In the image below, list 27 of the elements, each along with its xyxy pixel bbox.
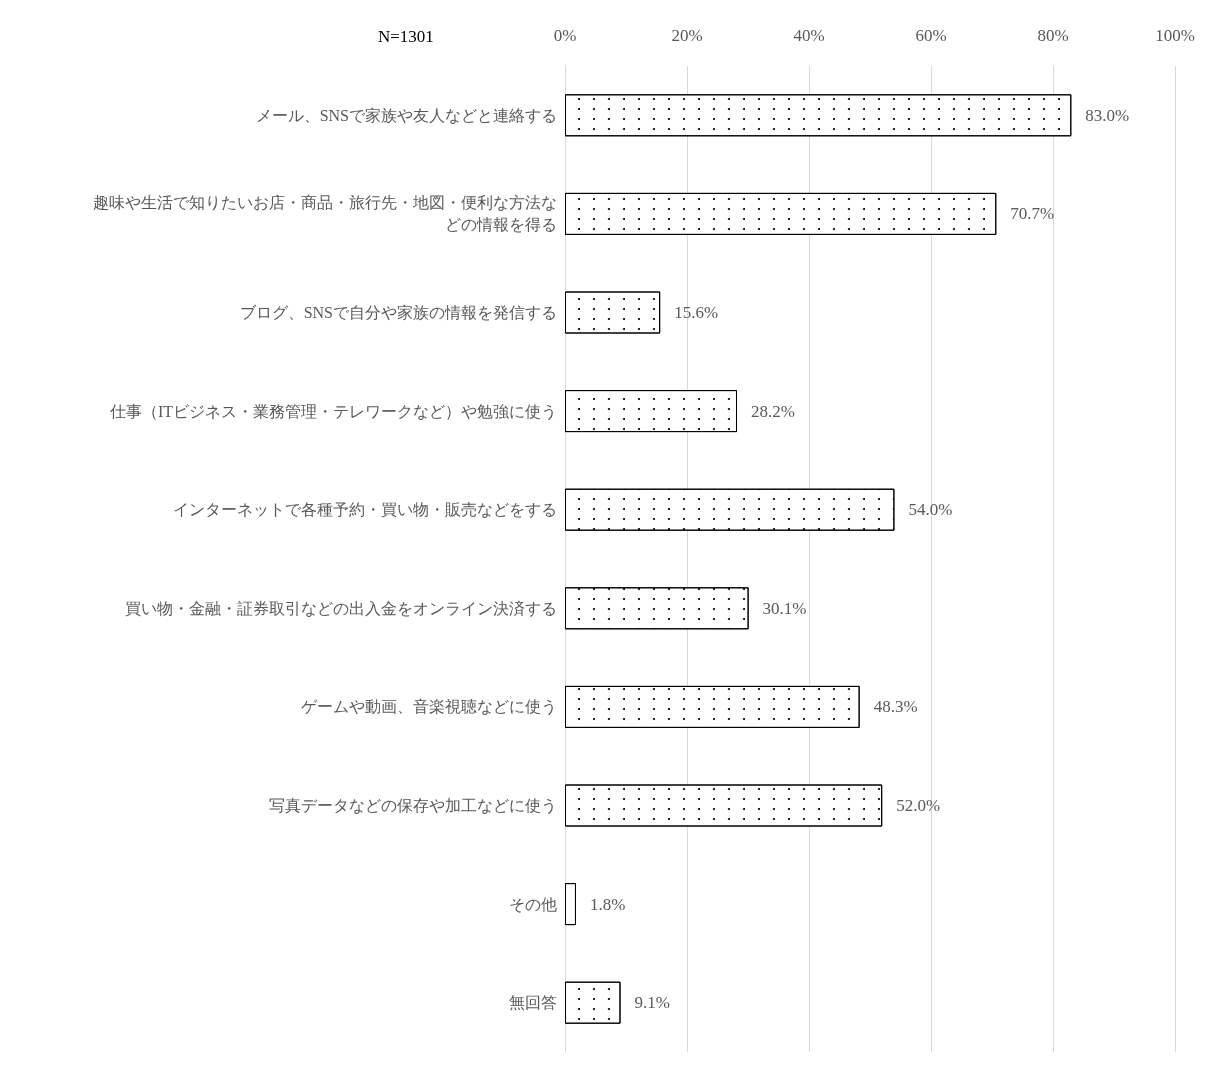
x-tick-label: 0% <box>553 26 577 45</box>
x-tick-label: 100% <box>1155 26 1195 45</box>
y-tick-label: ゲームや動画、音楽視聴などに使う <box>301 698 557 717</box>
y-tick-label: 仕事（ITビジネス・業務管理・テレワークなど）や勉強に使う <box>108 402 557 421</box>
y-tick-label: 趣味や生活で知りたいお店・商品・旅行先・地図・便利な方法などの情報を得る <box>93 194 557 234</box>
data-label: 28.2% <box>751 401 795 421</box>
y-tick-label: メール、SNSで家族や友人などと連絡する <box>255 106 557 124</box>
x-tick-label: 80% <box>1037 26 1069 45</box>
y-tick-label: インターネットで各種予約・買い物・販売などをする <box>173 501 557 519</box>
y-tick-label: ブログ、SNSで自分や家族の情報を発信する <box>239 304 557 321</box>
data-label: 52.0% <box>896 796 941 815</box>
data-label: 15.6% <box>674 303 719 322</box>
x-tick-label: 20% <box>671 26 703 45</box>
data-label: 9.1% <box>634 993 670 1013</box>
data-label: 54.0% <box>908 500 953 520</box>
data-label: 70.7% <box>1010 204 1055 224</box>
y-tick-label: 無回答 <box>509 994 557 1012</box>
data-label: 30.1% <box>762 598 807 618</box>
y-tick-label: その他 <box>509 895 557 913</box>
y-tick-label: 買い物・金融・証券取引などの出入金をオンライン決済する <box>125 599 557 617</box>
y-tick-label: 写真データなどの保存や加工などに使う <box>269 797 557 815</box>
data-label: 48.3% <box>873 697 918 717</box>
x-tick-label: 40% <box>793 26 825 45</box>
text: N=1301 <box>378 27 434 46</box>
data-label: 1.8% <box>589 894 626 914</box>
data-label: 83.0% <box>1085 105 1130 125</box>
x-tick-label: 60% <box>915 26 947 45</box>
